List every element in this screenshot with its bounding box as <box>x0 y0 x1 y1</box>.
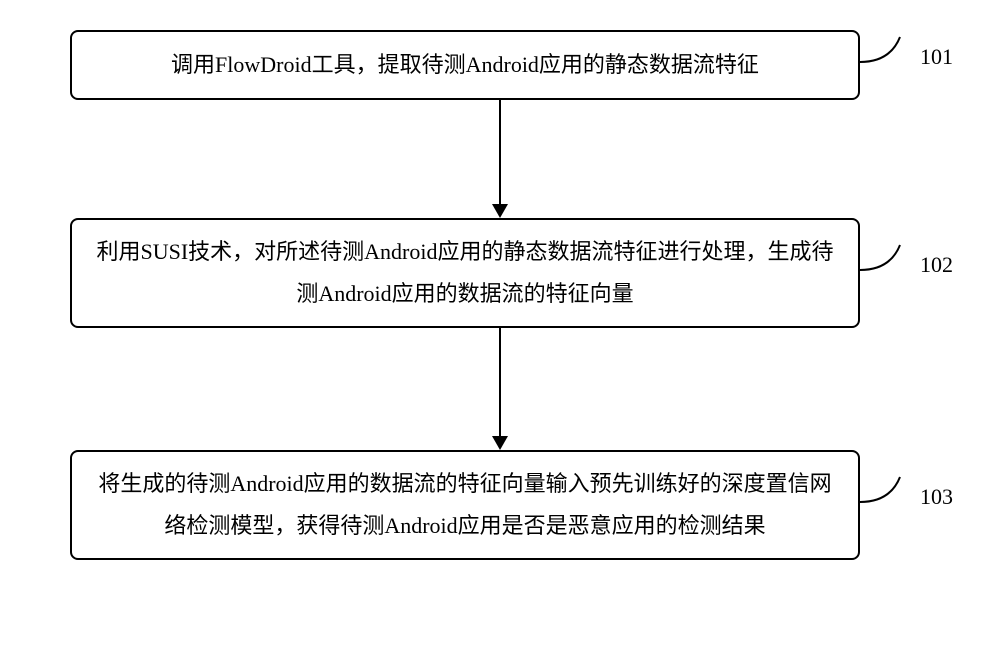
arrow-2-to-3 <box>490 328 510 450</box>
step-2-label: 102 <box>920 252 953 278</box>
step-1-text: 调用FlowDroid工具，提取待测Android应用的静态数据流特征 <box>171 44 759 86</box>
step-2-curve <box>860 240 920 290</box>
flowchart-container: 调用FlowDroid工具，提取待测Android应用的静态数据流特征 101 … <box>0 0 1000 658</box>
arrow-1-to-2 <box>490 100 510 218</box>
step-1-label: 101 <box>920 44 953 70</box>
step-3-text: 将生成的待测Android应用的数据流的特征向量输入预先训练好的深度置信网络检测… <box>96 463 834 547</box>
flowchart-step-2: 利用SUSI技术，对所述待测Android应用的静态数据流特征进行处理，生成待测… <box>70 218 860 328</box>
step-2-text: 利用SUSI技术，对所述待测Android应用的静态数据流特征进行处理，生成待测… <box>96 231 834 315</box>
step-1-curve <box>860 32 920 82</box>
step-3-label: 103 <box>920 484 953 510</box>
step-3-curve <box>860 472 920 522</box>
flowchart-step-1: 调用FlowDroid工具，提取待测Android应用的静态数据流特征 <box>70 30 860 100</box>
flowchart-step-3: 将生成的待测Android应用的数据流的特征向量输入预先训练好的深度置信网络检测… <box>70 450 860 560</box>
